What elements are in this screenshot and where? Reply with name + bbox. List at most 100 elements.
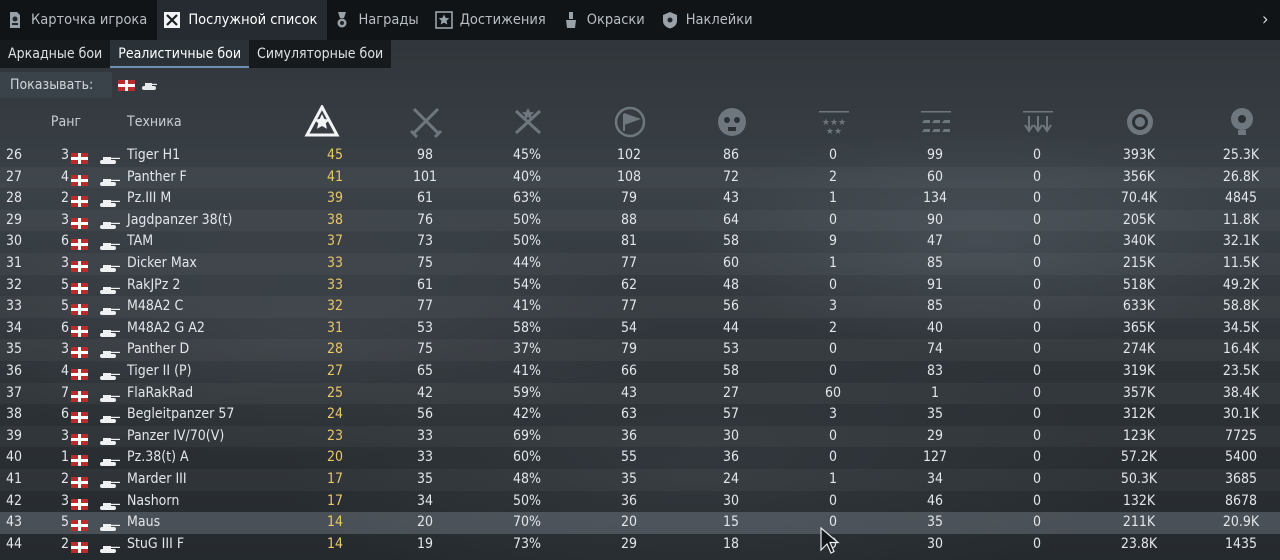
ground-kills-icon[interactable] [918,105,954,139]
ground-kills-value: 74 [926,341,944,358]
tab-simulator-battles[interactable]: Симуляторные бои [249,40,392,68]
silver-lions-value: 23.8K [1120,535,1158,552]
silver-lions-icon[interactable] [1122,105,1158,139]
table-row[interactable]: 35 3 Panther D 28 75 37% 79 53 0 74 0 274K 16.4K [0,339,1280,361]
naval-kills-icon[interactable] [1020,105,1056,139]
table-row[interactable]: 28 2 Pz.III M 39 61 63% 79 43 1 134 0 70.4K 4845 [0,188,1280,210]
table-row[interactable]: 44 2 StuG III F 14 19 73% 29 18 0 30 0 23.8K 1435 [0,534,1280,556]
table-row[interactable]: 41 2 Marder III 17 35 48% 35 24 1 34 0 50.3K 3685 [0,469,1280,491]
research-points-value: 20.9K [1222,514,1260,531]
respawns-value: 62 [620,276,638,293]
victories-icon[interactable] [510,105,546,139]
table-row[interactable]: 38 6 Begleitpanzer 57 24 56 42% 63 57 3 35 0 312K 30… [0,404,1280,426]
mission-points-icon[interactable] [304,105,340,139]
row-index: 32 [6,276,23,293]
respawns-value: 79 [620,190,638,207]
victories-value: 58% [513,319,541,336]
battles-value: 75 [416,255,434,271]
germany-flag-icon [71,215,88,229]
tab-arcade-battles[interactable]: Аркадные бои [0,40,111,68]
mission-points-value: 33 [326,276,344,293]
germany-flag-icon [71,236,88,251]
air-kills-value: 1 [828,190,837,207]
rank-value: 1 [60,449,69,466]
research-points-value: 11.8K [1222,211,1260,228]
table-row[interactable]: 37 7 FlaRakRad 25 42 59% 43 27 60 1 0 357K 38.4K [0,383,1280,405]
respawns-value: 54 [620,319,638,336]
respawns-value: 79 [620,341,638,358]
tab-awards[interactable]: Награды [327,0,428,40]
vehicle-name: Panther F [127,168,187,185]
table-row[interactable]: 36 4 Tiger II (P) 27 65 41% 66 58 0 83 0 319K 23.5K [0,361,1280,383]
research-points-icon[interactable] [1224,105,1260,139]
row-index: 30 [6,233,23,250]
victories-value: 50% [513,492,541,509]
respawns-icon[interactable] [612,105,648,139]
table-row[interactable]: 43 5 Maus 14 20 70% 20 15 0 35 0 211K 20.9K [0,512,1280,534]
victories-value: 37% [513,341,541,358]
victories-value: 44% [513,255,541,271]
victories-value: 60% [513,449,541,466]
tank-icon [99,389,121,402]
air-kills-value: 0 [828,427,837,444]
air-kills-value: 0 [828,492,837,509]
tank-icon [99,302,121,316]
tab-decals[interactable]: Наклейки [655,0,763,40]
tab-service-record[interactable]: Послужной список [157,0,328,40]
table-row[interactable]: 42 3 Nashorn 17 34 50% 36 30 0 46 0 132K 8678 [0,491,1280,513]
mission-points-value: 37 [326,233,344,250]
table-row[interactable]: 34 6 M48A2 G A2 31 53 58% 54 44 2 40 0 365K 34.5K [0,318,1280,340]
tab-label: Наклейки [685,12,753,28]
naval-kills-value: 0 [1032,406,1041,423]
deaths-value: 18 [722,535,740,552]
tank-icon [99,410,121,424]
germany-flag-icon[interactable] [118,79,135,91]
row-index: 36 [6,363,23,379]
tab-label: Достижения [459,12,546,28]
ground-kills-value: 91 [926,276,944,293]
deaths-value: 30 [722,492,740,509]
table-row[interactable]: 39 3 Panzer IV/70(V) 23 33 69% 36 30 0 29 0 123K 772… [0,426,1280,448]
ground-kills-value: 1 [930,384,939,401]
ground-kills-value: 34 [926,471,944,487]
row-index: 38 [6,406,23,423]
research-points-value: 16.4K [1222,341,1260,358]
tank-icon[interactable] [141,76,157,95]
table-row[interactable]: 30 6 TAM 37 73 50% 81 58 9 47 0 340K 32.1K [0,231,1280,253]
germany-flag-icon [71,280,88,294]
close-button[interactable]: › [1262,9,1269,30]
naval-kills-value: 0 [1032,211,1041,228]
silver-lions-value: 393K [1122,147,1156,163]
row-index: 28 [6,190,23,207]
table-row[interactable]: 32 5 RakJPz 2 33 61 54% 62 48 0 91 0 518K 49.2K [0,275,1280,297]
table-row[interactable]: 29 3 Jagdpanzer 38(t) 38 76 50% 88 64 0 90 0 205K 11… [0,210,1280,232]
research-points-value: 4845 [1224,190,1258,207]
vehicle-name: Dicker Max [127,255,197,271]
tab-realistic-battles[interactable]: Реалистичные бои [110,40,250,68]
tab-achievements[interactable]: Достижения [429,0,556,40]
vehicle-name: Pz.38(t) A [127,449,189,466]
silver-lions-value: 57.2K [1120,449,1158,466]
vehicle-column-header[interactable]: Техника [127,114,182,130]
victories-value: 69% [513,427,541,444]
table-row[interactable]: 40 1 Pz.38(t) A 20 33 60% 55 36 0 127 0 57.2K 5400 [0,447,1280,469]
air-kills-icon[interactable]: ★★★ ★★ [816,105,852,139]
tab-skins[interactable]: Окраски [556,0,655,40]
rank-column-header[interactable]: Ранг [50,114,82,130]
battles-icon[interactable] [408,105,444,139]
table-row[interactable]: 31 3 Dicker Max 33 75 44% 77 60 1 85 0 215K 11.5K [0,253,1280,275]
table-row[interactable]: 33 5 M48A2 C 32 77 41% 77 56 3 85 0 633K 58.8K [0,296,1280,318]
svg-text:★★: ★★ [826,127,842,137]
decal-icon [661,11,679,29]
tab-player-card[interactable]: Карточка игрока [0,0,157,40]
mission-points-value: 25 [326,384,344,401]
deaths-icon[interactable] [714,105,750,139]
table-row[interactable]: 26 3 Tiger H1 45 98 45% 102 86 0 99 0 393K 25.3K [0,145,1280,167]
table-header: Ранг Техника ★★★ ★★ [0,100,1280,144]
show-filter-label: Показывать: [0,72,112,98]
research-points-value: 38.4K [1222,384,1260,401]
mission-points-value: 24 [326,406,344,423]
mission-points-value: 41 [326,168,344,185]
table-row[interactable]: 27 4 Panther F 41 101 40% 108 72 2 60 0 356K 26.8K [0,167,1280,189]
respawns-value: 77 [620,298,638,315]
